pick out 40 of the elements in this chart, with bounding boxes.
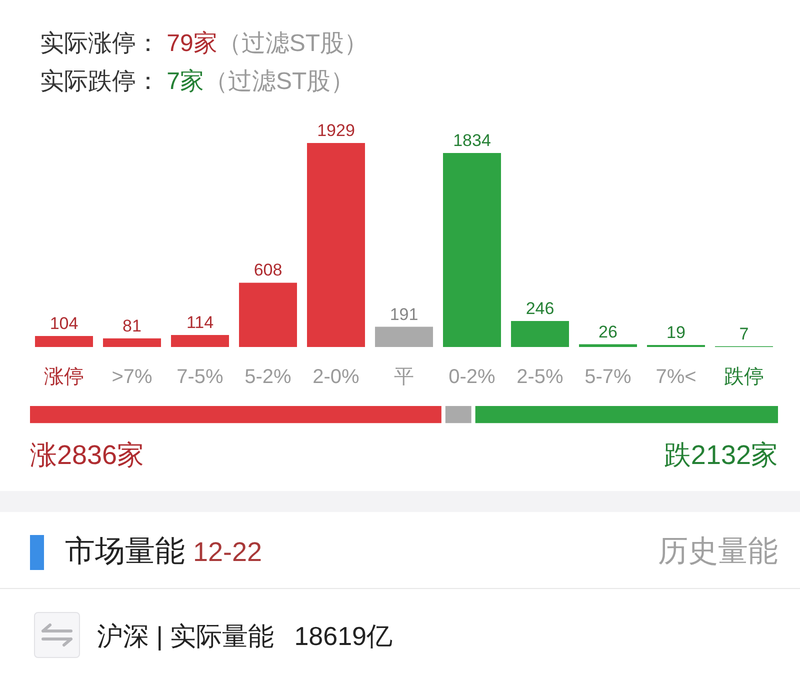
bar [579, 344, 637, 347]
data-label: 246 [526, 298, 554, 318]
text: 历史量能 [658, 534, 778, 570]
text: 沪深 | 实际量能 [97, 621, 274, 651]
data-label: 1929 [317, 121, 355, 140]
bar [171, 334, 229, 347]
text: 涨2836家 [30, 439, 144, 472]
chart-title: 实际涨停： 79家（过滤ST股） [40, 30, 368, 57]
data-label: 104 [50, 314, 78, 333]
bar [511, 320, 569, 347]
chart-subtitle: 实际跌停： 7家（过滤ST股） [40, 68, 355, 95]
text: 18619亿 [294, 621, 393, 651]
bar [35, 336, 93, 347]
x-tick-label: 2-5% [516, 366, 564, 388]
bar [307, 143, 365, 347]
data-label: 26 [598, 322, 618, 342]
data-label: 81 [122, 316, 142, 336]
data-label: 191 [390, 304, 418, 324]
bar [443, 153, 501, 347]
x-tick-label: 0-2% [448, 366, 496, 388]
x-tick-label: 5-2% [244, 366, 292, 388]
bar [239, 282, 297, 347]
data-label: 19 [666, 322, 686, 342]
x-tick-label: 跌停 [724, 366, 764, 388]
bar [375, 326, 433, 347]
bar [103, 338, 161, 347]
x-tick-label: 平 [394, 366, 414, 388]
data-label: 1834 [453, 131, 491, 150]
x-tick-label: 7%< [656, 366, 696, 388]
text: 12-22 [193, 537, 262, 567]
x-tick-label: >7% [112, 366, 153, 388]
x-tick-label: 7-5% [176, 366, 224, 388]
data-label: 7 [739, 324, 749, 344]
data-label: 608 [254, 260, 282, 280]
data-label: 114 [186, 312, 214, 332]
text: 市场量能 [65, 535, 185, 568]
text: 跌2132家 [664, 439, 778, 472]
x-tick-label: 2-0% [312, 366, 360, 388]
x-tick-label: 涨停 [44, 366, 84, 388]
x-tick-label: 5-7% [584, 366, 632, 388]
